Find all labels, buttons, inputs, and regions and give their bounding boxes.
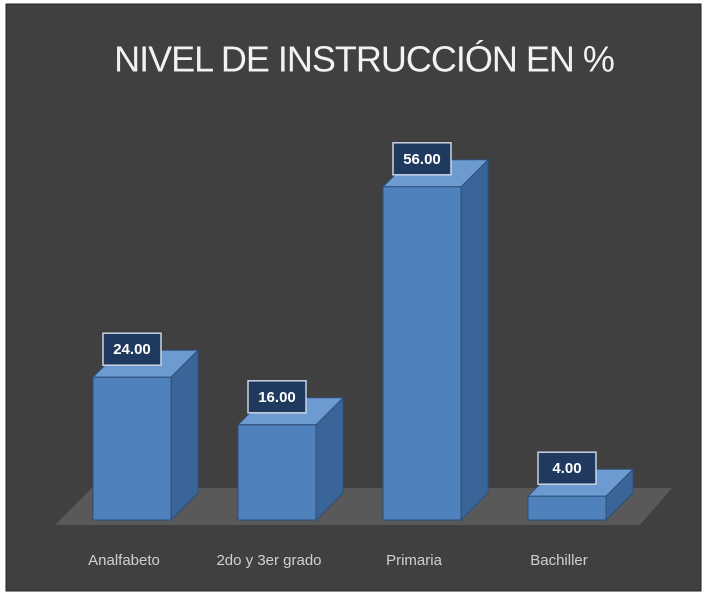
x-tick-label: Primaria <box>386 552 442 569</box>
x-tick-label: Bachiller <box>530 552 588 569</box>
bar <box>381 158 490 522</box>
chart-title: NIVEL DE INSTRUCCIÓN EN % <box>114 39 614 80</box>
value-label: 56.00 <box>403 151 441 168</box>
x-tick-label: Analfabeto <box>88 552 160 569</box>
bar-side <box>460 158 489 522</box>
bar-front <box>527 495 607 521</box>
bar-front <box>237 424 317 521</box>
bar-front <box>382 186 462 521</box>
bar-side <box>170 348 199 522</box>
value-label-box <box>392 142 452 176</box>
bar-front <box>92 376 172 521</box>
value-label: 4.00 <box>552 460 581 477</box>
x-tick-label: 2do y 3er grado <box>216 552 321 569</box>
floor <box>55 488 672 525</box>
bar <box>236 396 345 522</box>
value-label-box <box>537 451 597 485</box>
value-label: 24.00 <box>113 341 151 358</box>
bar <box>91 348 200 522</box>
value-label-box <box>102 332 162 366</box>
value-label: 16.00 <box>258 389 296 406</box>
value-label-box <box>247 380 307 414</box>
